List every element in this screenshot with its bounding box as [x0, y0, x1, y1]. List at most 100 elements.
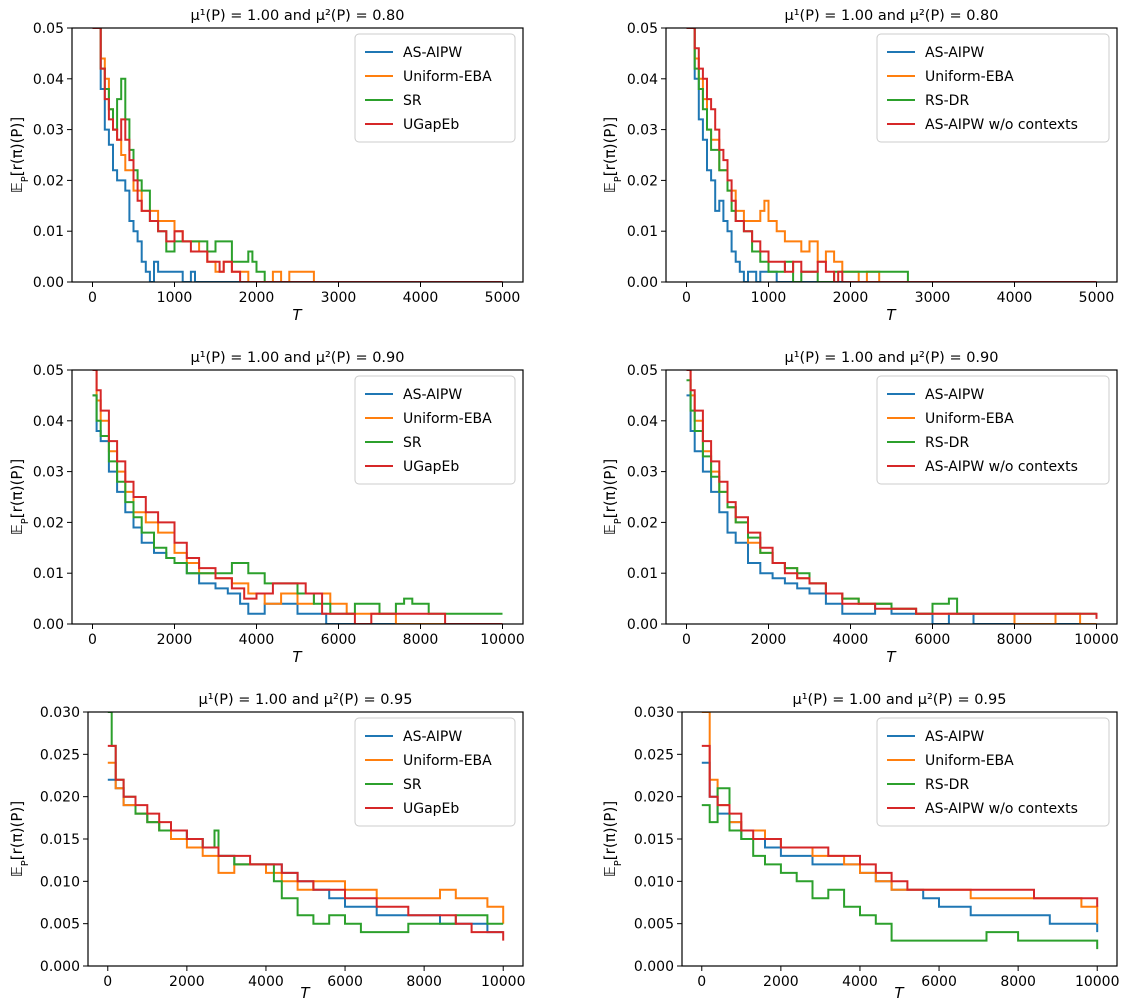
y-tick-label: 0.04	[33, 72, 64, 88]
legend-box	[876, 717, 1110, 827]
x-tick-label: 2000	[239, 290, 275, 306]
y-tick-label: 0.020	[634, 790, 674, 806]
y-tick-label: 0.030	[40, 705, 80, 721]
x-tick-label: 8000	[406, 974, 442, 990]
legend-entry: SR	[403, 93, 422, 109]
legend-box	[354, 717, 516, 827]
legend-box	[876, 375, 1110, 485]
y-tick-label: 0.03	[33, 123, 64, 139]
y-tick-label: 0.03	[33, 465, 64, 481]
series-group	[686, 28, 1097, 282]
y-tick-label: 0.05	[33, 363, 64, 379]
legend: AS-AIPW Uniform-EBA RS-DR AS-AIPW w/o conte…	[876, 375, 1110, 485]
x-tick-label: 3000	[915, 290, 951, 306]
legend-entry: UGapEb	[403, 117, 459, 133]
x-tick-label: 2000	[169, 974, 205, 990]
y-tick-label: 0.03	[627, 465, 658, 481]
x-tick-label: 5000	[485, 290, 521, 306]
x-tick-label: 2000	[833, 290, 869, 306]
legend-entry: AS-AIPW w/o contexts	[925, 801, 1078, 817]
chart-panel-1: 0 1000 2000 3000 4000 5000 0.00 0.01 0.02 0.03 0.0…	[8, 8, 524, 324]
legend-entry: RS-DR	[925, 777, 969, 793]
y-tick-label: 0.025	[40, 747, 80, 763]
x-axis-label: T	[300, 984, 311, 1000]
chart-title: μ¹(P) = 1.00 and μ²(P) = 0.95	[199, 692, 413, 708]
y-tick-label: 0.000	[40, 959, 80, 975]
y-tick-label: 0.04	[33, 414, 64, 430]
chart-title: μ¹(P) = 1.00 and μ²(P) = 0.90	[785, 350, 999, 366]
y-tick-label: 0.00	[627, 617, 658, 633]
y-tick-label: 0.01	[33, 566, 64, 582]
series-line-as-aipw-w-o-contexts	[686, 28, 1097, 282]
x-tick-label: 0	[88, 290, 97, 306]
y-axis-label: 𝔼P[r(π)(P)]	[8, 117, 31, 193]
x-tick-label: 0	[88, 632, 97, 648]
y-tick-label: 0.01	[627, 224, 658, 240]
legend-entry: SR	[403, 777, 422, 793]
y-tick-label: 0.030	[634, 705, 674, 721]
series-line-ugapeb	[92, 28, 503, 282]
y-tick-label: 0.00	[627, 275, 658, 291]
x-tick-label: 6000	[921, 974, 957, 990]
x-tick-label: 8000	[403, 632, 439, 648]
y-tick-label: 0.02	[33, 515, 64, 531]
plot-frame	[71, 27, 524, 283]
legend-box	[354, 375, 516, 485]
x-tick-label: 4000	[842, 974, 878, 990]
legend-entry: AS-AIPW w/o contexts	[925, 117, 1078, 133]
y-tick-label: 0.05	[33, 21, 64, 37]
legend: AS-AIPW Uniform-EBA RS-DR AS-AIPW w/o conte…	[876, 33, 1110, 143]
x-tick-label: 0	[697, 974, 706, 990]
legend-entry: Uniform-EBA	[925, 753, 1014, 769]
y-tick-label: 0.03	[627, 123, 658, 139]
y-tick-label: 0.015	[40, 832, 80, 848]
x-tick-label: 4000	[248, 974, 284, 990]
legend-entry: AS-AIPW	[403, 45, 462, 61]
x-axis-label: T	[292, 648, 303, 666]
series-line-ugapeb	[107, 744, 505, 941]
y-tick-label: 0.02	[627, 515, 658, 531]
y-tick-label: 0.010	[40, 874, 80, 890]
x-tick-label: 6000	[327, 974, 363, 990]
x-axis-label: T	[894, 984, 905, 1000]
legend: AS-AIPW Uniform-EBA SR UGapEb	[354, 33, 516, 143]
legend-entry: Uniform-EBA	[925, 69, 1014, 85]
x-tick-label: 4000	[403, 290, 439, 306]
y-axis-label: 𝔼P[r(π)(P)]	[8, 459, 31, 535]
series-line-rs-dr	[701, 787, 1099, 950]
series-line-as-aipw-w-o-contexts	[686, 370, 1098, 619]
legend-entry: Uniform-EBA	[925, 411, 1014, 427]
legend-entry: AS-AIPW	[403, 729, 462, 745]
x-tick-label: 1000	[751, 290, 787, 306]
series-line-uniform-eba	[701, 712, 1099, 924]
legend-entry: AS-AIPW w/o contexts	[925, 459, 1078, 475]
y-axis-label: 𝔼P[r(π)(P)]	[601, 459, 624, 535]
legend-entry: AS-AIPW	[403, 387, 462, 403]
x-tick-label: 2000	[751, 632, 787, 648]
y-tick-label: 0.015	[634, 832, 674, 848]
series-line-as-aipw	[92, 28, 503, 282]
x-tick-label: 2000	[157, 632, 193, 648]
x-tick-label: 10000	[480, 632, 525, 648]
x-tick-label: 6000	[915, 632, 951, 648]
y-tick-label: 0.00	[33, 275, 64, 291]
chart-title: μ¹(P) = 1.00 and μ²(P) = 0.90	[191, 350, 405, 366]
legend-entry: UGapEb	[403, 459, 459, 475]
legend-entry: UGapEb	[403, 801, 459, 817]
legend-entry: SR	[403, 435, 422, 451]
y-tick-label: 0.02	[627, 173, 658, 189]
y-tick-label: 0.025	[634, 747, 674, 763]
chart-title: μ¹(P) = 1.00 and μ²(P) = 0.80	[785, 8, 999, 24]
x-tick-label: 8000	[997, 632, 1033, 648]
series-line-as-aipw-w-o-contexts	[701, 744, 1099, 907]
x-tick-label: 1000	[157, 290, 193, 306]
plot-frame	[665, 27, 1118, 283]
x-tick-label: 3000	[321, 290, 357, 306]
series-line-ugapeb	[92, 370, 503, 624]
x-tick-label: 4000	[997, 290, 1033, 306]
x-tick-label: 6000	[321, 632, 357, 648]
chart-title: μ¹(P) = 1.00 and μ²(P) = 0.95	[793, 692, 1007, 708]
series-group	[107, 712, 505, 941]
x-axis-label: T	[886, 648, 897, 666]
